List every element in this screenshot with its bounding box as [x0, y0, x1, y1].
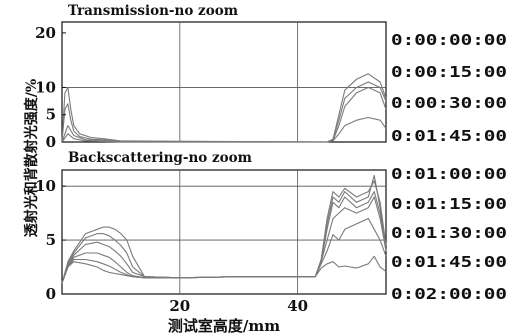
x-axis-label: 测试室高度/mm [168, 317, 280, 335]
transmission-y-tick-label: 10 [35, 78, 56, 96]
transmission-y-tick-label: 0 [46, 133, 56, 151]
transmission-series-line-4 [61, 116, 387, 143]
transmission-y-tick-label: 5 [46, 106, 56, 124]
backscattering-y-tick-label: 10 [35, 177, 56, 195]
backscattering-series-line-1 [61, 255, 387, 284]
backscattering-grid [62, 170, 386, 294]
backscattering-time-label: 0:01:15:00 [391, 195, 507, 213]
backscattering-x-ticks: 20 40 [169, 297, 308, 315]
y-axis-label: 透射光和背散射光强度/% [23, 79, 40, 237]
transmission-grid [62, 22, 386, 142]
backscattering-x-tick-label: 20 [169, 297, 190, 315]
backscattering-plot-frame [61, 169, 387, 295]
backscattering-y-tick-label: 5 [46, 231, 56, 249]
transmission-y-ticks: 0 5 10 20 [35, 24, 66, 151]
transmission-y-tick-label: 20 [35, 24, 56, 42]
transmission-series-line-2 [61, 81, 387, 143]
transmission-time-label: 0:00:15:00 [391, 63, 507, 81]
transmission-series [61, 73, 387, 143]
backscattering-y-tick-label: 0 [46, 285, 56, 303]
backscattering-time-labels: 0:01:00:00 0:01:15:00 0:01:30:00 0:01:45:00… [391, 165, 507, 303]
backscattering-time-label: 0:01:30:00 [391, 224, 507, 242]
backscattering-title: Backscattering-no zoom [68, 150, 252, 166]
backscattering-x-tick-label: 40 [287, 297, 308, 315]
transmission-time-label: 0:01:45:00 [391, 127, 507, 145]
backscattering-y-ticks: 0 5 10 [35, 177, 66, 303]
transmission-title: Transmission-no zoom [68, 3, 238, 19]
transmission-time-labels: 0:00:00:00 0:00:15:00 0:00:30:00 0:01:45:00 [391, 31, 507, 145]
backscattering-time-label: 0:02:00:00 [391, 285, 507, 303]
transmission-time-label: 0:00:00:00 [391, 31, 507, 49]
backscattering-series-line-6 [61, 180, 387, 284]
backscattering-series [61, 174, 387, 284]
backscattering-time-label: 0:01:45:00 [391, 253, 507, 271]
backscattering-time-label: 0:01:00:00 [391, 165, 507, 183]
transmission-time-label: 0:00:30:00 [391, 94, 507, 112]
transmission-series-line-3 [61, 86, 387, 143]
transmission-series-line-1 [61, 73, 387, 143]
